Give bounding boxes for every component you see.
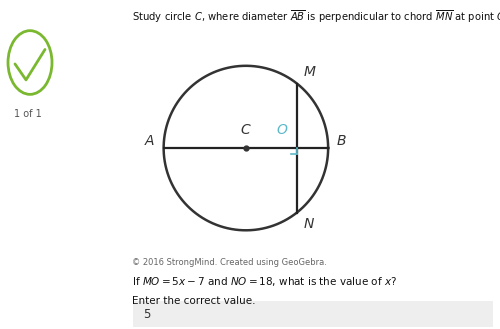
Text: Study circle $C$, where diameter $\overline{AB}$ is perpendicular to chord $\ove: Study circle $C$, where diameter $\overl…: [132, 8, 500, 25]
Text: © 2016 StrongMind. Created using GeoGebra.: © 2016 StrongMind. Created using GeoGebr…: [132, 258, 328, 267]
Text: 5: 5: [144, 308, 150, 321]
Text: $M$: $M$: [304, 65, 317, 79]
Text: $B$: $B$: [336, 135, 347, 148]
Text: 1 of 1: 1 of 1: [14, 109, 42, 118]
Text: $N$: $N$: [304, 217, 316, 231]
Text: Enter the correct value.: Enter the correct value.: [132, 296, 256, 306]
Text: $C$: $C$: [240, 123, 252, 138]
Text: $A$: $A$: [144, 135, 156, 148]
Text: $O$: $O$: [276, 123, 288, 138]
Text: If $MO = 5x - 7$ and $NO = 18$, what is the value of $x$?: If $MO = 5x - 7$ and $NO = 18$, what is …: [132, 275, 398, 288]
